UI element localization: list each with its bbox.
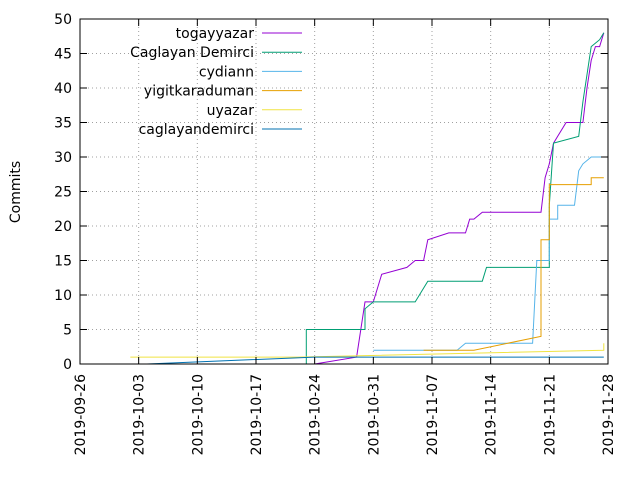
x-tick-label: 2019-10-03	[132, 374, 148, 455]
y-tick-label: 40	[54, 81, 72, 97]
y-tick-label: 25	[54, 185, 72, 201]
y-tick-label: 45	[54, 47, 72, 63]
y-tick-label: 30	[54, 150, 72, 166]
x-tick-label: 2019-10-10	[190, 374, 206, 455]
y-tick-label: 35	[54, 116, 72, 132]
x-tick-label: 2019-10-17	[249, 374, 265, 455]
series-line-uyazar	[130, 343, 605, 358]
x-tick-label: 2019-11-14	[484, 374, 500, 455]
legend-label: togayyazar	[176, 26, 255, 42]
y-tick-label: 10	[54, 288, 72, 304]
series-line-togayyazar	[314, 32, 605, 365]
series-line-yigitkaraduman	[423, 177, 604, 351]
x-tick-label: 2019-11-28	[601, 374, 617, 455]
legend-label: caglayandemirci	[139, 122, 254, 138]
legend-label: Caglayan Demirci	[130, 45, 254, 61]
x-axis-ticks: 2019-09-26 2019-10-03 2019-10-10 2019-10-17…	[73, 19, 617, 455]
y-tick-label: 0	[63, 357, 72, 373]
y-tick-label: 15	[54, 254, 72, 270]
y-tick-label: 20	[54, 219, 72, 235]
grid-lines	[80, 19, 608, 364]
x-tick-label: 2019-10-24	[308, 374, 324, 455]
y-axis-ticks: 0 5 10 15 20 25 30 35 40 45 50	[54, 12, 608, 373]
series-line-caglayan-demirci	[305, 32, 605, 364]
y-tick-label: 5	[63, 323, 72, 339]
x-tick-label: 2019-11-07	[425, 374, 441, 455]
y-tick-label: 50	[54, 12, 72, 28]
legend: togayyazar Caglayan Demirci cydiann yigitka…	[130, 26, 302, 138]
x-tick-label: 2019-09-26	[73, 374, 89, 455]
y-axis-label: Commits	[8, 161, 24, 223]
series-lines	[130, 32, 605, 365]
legend-label: uyazar	[207, 103, 255, 119]
x-tick-label: 2019-11-21	[542, 374, 558, 455]
series-line-cydiann	[373, 156, 604, 351]
legend-label: yigitkaraduman	[144, 84, 254, 100]
series-line-caglayandemirci	[146, 356, 604, 365]
x-tick-label: 2019-10-31	[366, 374, 382, 455]
legend-label: cydiann	[199, 64, 254, 80]
